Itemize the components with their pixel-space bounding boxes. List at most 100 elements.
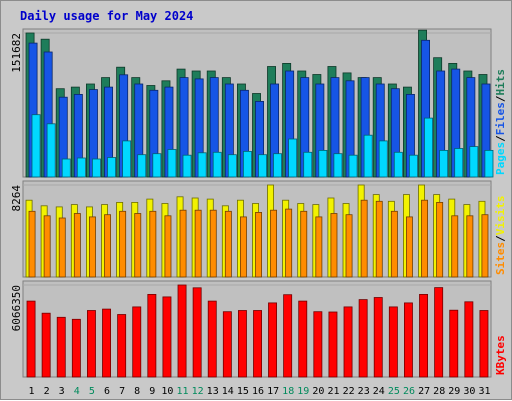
bar-kbytes-day-26 xyxy=(403,302,413,378)
bar-sites-day-7 xyxy=(119,210,127,278)
series-pages xyxy=(31,114,494,178)
bar-pages-day-11 xyxy=(182,154,192,178)
bar-kbytes-day-21 xyxy=(328,311,338,378)
bar-pages-day-15 xyxy=(242,150,252,178)
bar-kbytes-day-27 xyxy=(419,293,429,378)
day-label-2: 2 xyxy=(44,386,50,397)
bar-sites-day-8 xyxy=(134,213,142,278)
bar-kbytes-day-28 xyxy=(434,287,444,378)
bar-kbytes-day-31 xyxy=(479,310,489,378)
bar-kbytes-day-22 xyxy=(343,306,353,378)
bar-kbytes-day-29 xyxy=(449,309,459,378)
bar-pages-day-14 xyxy=(227,154,237,178)
bar-kbytes-day-4 xyxy=(71,318,81,378)
day-label-10: 10 xyxy=(161,386,173,397)
legend-part-2: Visits xyxy=(494,196,507,236)
legend-part-0: KBytes xyxy=(494,335,507,375)
legend-part-1: / xyxy=(494,235,507,242)
bar-sites-day-10 xyxy=(164,215,172,278)
bar-kbytes-day-12 xyxy=(192,287,202,378)
bar-sites-day-6 xyxy=(104,214,111,278)
bar-kbytes-day-24 xyxy=(373,297,383,378)
bar-sites-day-27 xyxy=(421,199,428,278)
bar-kbytes-day-30 xyxy=(464,301,474,378)
bar-kbytes-day-19 xyxy=(298,300,308,378)
bar-kbytes-day-23 xyxy=(358,299,368,378)
panel-pages_files_hits: 151682 Pages/Files/Hits xyxy=(10,28,507,178)
bar-sites-day-31 xyxy=(481,214,489,278)
bar-kbytes-day-15 xyxy=(237,310,247,378)
day-label-31: 31 xyxy=(478,386,490,397)
day-label-15: 15 xyxy=(237,386,249,397)
bar-kbytes-day-9 xyxy=(147,293,157,378)
day-label-29: 29 xyxy=(448,386,460,397)
bar-sites-day-28 xyxy=(436,201,444,278)
bar-sites-day-13 xyxy=(209,209,217,278)
bar-pages-day-1 xyxy=(31,114,41,178)
bar-pages-day-19 xyxy=(303,151,313,178)
bar-pages-day-10 xyxy=(167,149,177,178)
bar-pages-day-27 xyxy=(424,117,434,178)
bar-sites-day-21 xyxy=(330,213,338,278)
bar-sites-day-12 xyxy=(194,209,202,278)
series-kbytes xyxy=(26,284,489,378)
bar-kbytes-day-18 xyxy=(283,294,293,378)
bar-kbytes-day-5 xyxy=(87,310,96,378)
day-label-17: 17 xyxy=(267,386,279,397)
day-label-24: 24 xyxy=(373,386,385,397)
bar-sites-day-22 xyxy=(345,214,353,278)
day-label-27: 27 xyxy=(418,386,430,397)
panels-group: 151682Pages/Files/Hits8264Sites/Visits60… xyxy=(10,28,507,378)
bar-kbytes-day-8 xyxy=(132,306,142,378)
y-max-label: 151682 xyxy=(10,33,23,73)
bar-kbytes-day-3 xyxy=(56,316,66,378)
bar-sites-day-24 xyxy=(375,200,383,278)
series-legend: Pages/Files/Hits xyxy=(494,69,507,175)
day-label-26: 26 xyxy=(403,386,415,397)
day-label-22: 22 xyxy=(343,386,355,397)
series-files xyxy=(28,39,491,178)
bar-sites-day-20 xyxy=(315,216,323,278)
bar-pages-day-3 xyxy=(61,158,71,178)
legend-part-1: / xyxy=(494,135,507,142)
bar-pages-day-12 xyxy=(197,152,207,178)
bar-sites-day-29 xyxy=(451,215,459,278)
day-label-8: 8 xyxy=(134,386,140,397)
day-label-23: 23 xyxy=(358,386,370,397)
bar-pages-day-13 xyxy=(212,151,222,178)
bar-sites-day-17 xyxy=(270,209,277,278)
panel-sites_visits: 8264 Sites/Visits xyxy=(10,180,507,278)
bar-pages-day-23 xyxy=(363,134,373,178)
bar-pages-day-20 xyxy=(318,149,328,178)
day-label-3: 3 xyxy=(59,386,65,397)
chart-title: Daily usage for May 2024 xyxy=(20,9,193,23)
day-label-7: 7 xyxy=(119,386,125,397)
day-label-20: 20 xyxy=(312,386,324,397)
day-label-4: 4 xyxy=(74,386,80,397)
bar-pages-day-30 xyxy=(469,146,479,178)
bar-pages-day-8 xyxy=(137,154,147,178)
bar-pages-day-5 xyxy=(92,158,101,178)
series-sites xyxy=(28,199,489,278)
bar-sites-day-15 xyxy=(239,216,247,278)
bar-pages-day-26 xyxy=(408,154,418,178)
bar-pages-day-6 xyxy=(107,157,117,178)
day-labels: 1 2 3 4 5 6 7 8 9 10 11 12 13 14 15 16 17 18 19 20 21 22 23 24 2… xyxy=(28,386,490,397)
bar-sites-day-11 xyxy=(179,209,187,278)
bar-pages-day-21 xyxy=(333,153,343,178)
bar-kbytes-day-11 xyxy=(177,284,187,378)
bar-pages-day-9 xyxy=(152,153,162,178)
bar-sites-day-30 xyxy=(466,215,474,278)
day-label-28: 28 xyxy=(433,386,445,397)
bar-kbytes-day-13 xyxy=(207,300,217,378)
day-label-25: 25 xyxy=(388,386,400,397)
bar-kbytes-day-25 xyxy=(388,306,398,378)
bar-pages-day-4 xyxy=(76,157,86,178)
bar-pages-day-31 xyxy=(484,149,494,178)
bar-kbytes-day-7 xyxy=(117,314,127,378)
bar-pages-day-25 xyxy=(393,151,403,178)
bar-kbytes-day-16 xyxy=(253,310,263,378)
bar-sites-day-5 xyxy=(89,216,96,278)
bar-pages-day-29 xyxy=(454,148,464,178)
